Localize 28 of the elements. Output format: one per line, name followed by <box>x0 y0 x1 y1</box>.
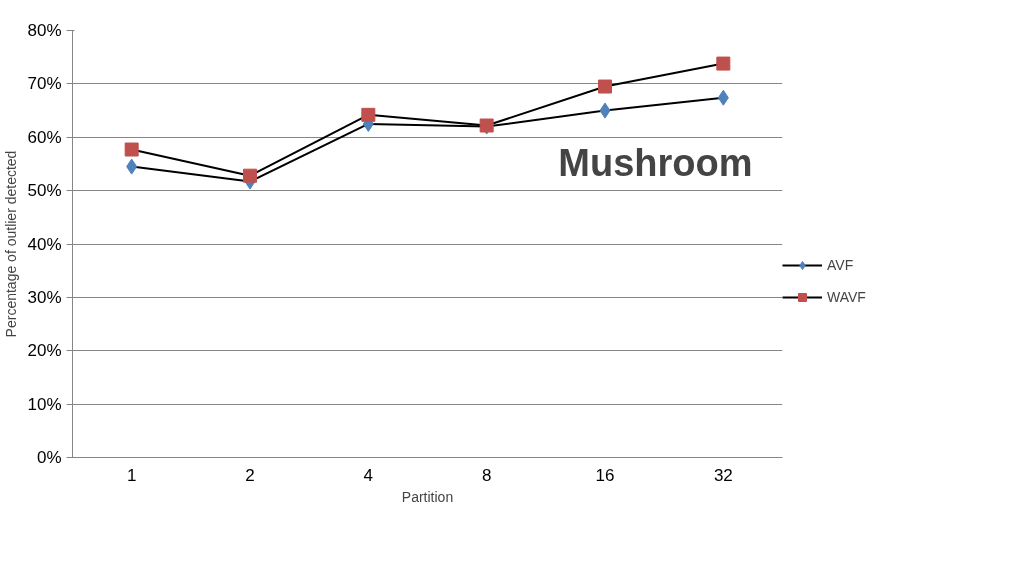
point <box>126 158 138 175</box>
x-tick-label: 4 <box>363 465 374 485</box>
y-tick-label: 20% <box>27 341 62 361</box>
point <box>717 89 729 106</box>
x-tick-label: 8 <box>481 465 492 485</box>
legend-label: AVF <box>827 257 854 273</box>
y-tick-label: 60% <box>27 127 62 147</box>
x-tick-label: 2 <box>245 465 255 485</box>
point <box>599 102 611 119</box>
legend-label: WAVF <box>827 289 866 305</box>
y-tick-label: 10% <box>27 394 62 414</box>
y-tick-label: 0% <box>36 448 62 467</box>
x-tick-label: 16 <box>595 465 615 485</box>
x-axis-title: Partition <box>401 488 454 505</box>
point <box>243 168 257 183</box>
annotation: Mushroom <box>558 141 753 184</box>
x-tick-label: 32 <box>713 465 733 485</box>
point <box>124 142 139 157</box>
point <box>716 56 731 71</box>
y-tick-label: 80% <box>27 21 62 40</box>
y-tick-label: 30% <box>27 287 62 307</box>
x-tick-label: 1 <box>126 465 137 485</box>
point <box>598 79 612 94</box>
y-tick-label: 70% <box>27 74 62 94</box>
y-tick-label: 40% <box>27 234 62 254</box>
y-axis-title: Percentage of outlier detected <box>3 150 20 338</box>
point <box>361 107 376 122</box>
y-tick-label: 50% <box>27 181 62 201</box>
